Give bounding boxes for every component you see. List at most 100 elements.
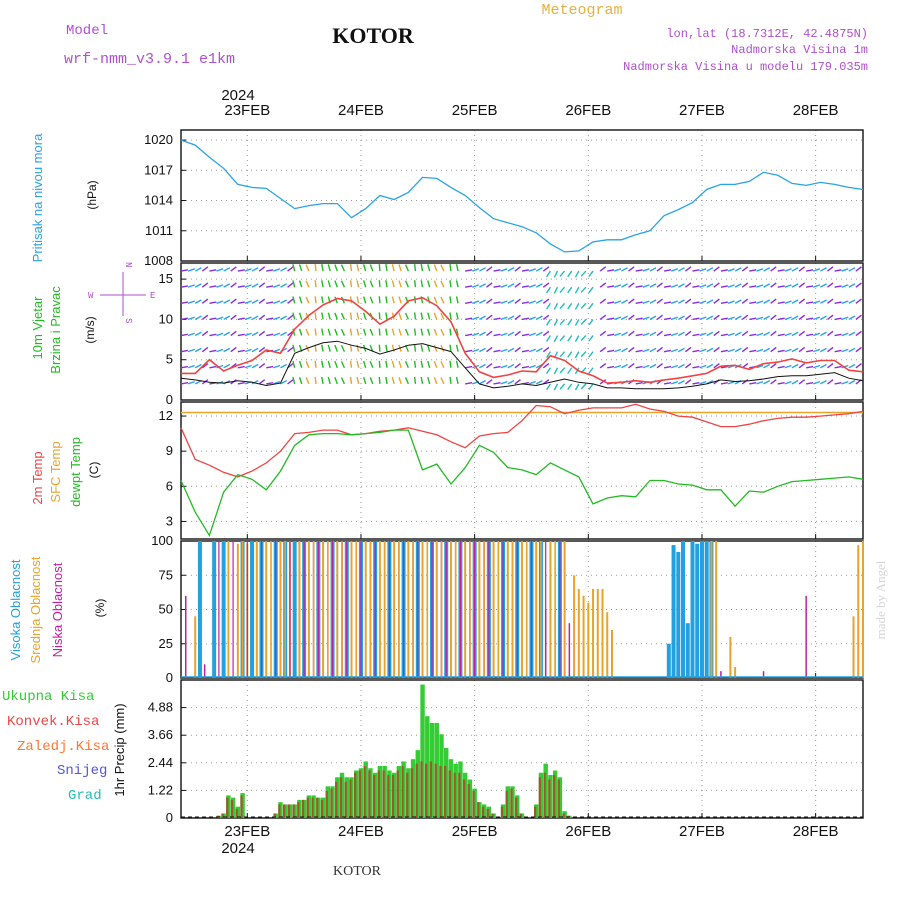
wind-arrow: [340, 344, 346, 352]
wind-arrow: [455, 280, 459, 288]
y-tick-label: 15: [159, 271, 173, 286]
precip-conv-bar: [515, 797, 518, 818]
precip-conv-bar: [472, 790, 475, 818]
wind-arrow: [327, 328, 331, 336]
wind-arrow: [614, 284, 622, 288]
wind-arrow: [349, 264, 353, 272]
cloud-bar: [275, 541, 277, 678]
wind-arrow: [427, 360, 431, 368]
wind-arrow: [244, 364, 252, 369]
wind-arrow: [588, 367, 594, 374]
cloud-bar: [184, 595, 187, 678]
wind-arrow: [607, 333, 615, 337]
temp-unit: (C): [87, 462, 101, 479]
y-tick-label: 50: [159, 602, 173, 617]
wind-arrow: [455, 296, 459, 304]
wind-arrow: [855, 266, 862, 272]
wind-arrow: [614, 316, 622, 321]
wind-arrow: [713, 298, 720, 304]
wind-arrow: [391, 328, 395, 336]
altitude: Nadmorska Visina 1m: [731, 43, 868, 57]
wind-arrow: [433, 312, 438, 320]
wind-arrow: [251, 347, 259, 353]
wind-arrow: [848, 331, 856, 337]
wind-arrow: [670, 300, 679, 304]
wind-arrow: [237, 381, 245, 385]
wind-arrow: [642, 316, 650, 321]
wind-arrow: [209, 301, 217, 304]
wind-arrow: [677, 315, 685, 321]
precip-conv-bar: [358, 770, 361, 818]
precip-conv-bar: [372, 775, 376, 818]
wind-arrow: [727, 316, 735, 321]
panel-border: [180, 679, 864, 819]
wind-arrow: [449, 328, 452, 336]
wind-arrow: [237, 365, 245, 369]
sfc-temp-label: SFC Temp: [48, 441, 63, 502]
wind-arrow: [420, 312, 424, 320]
legend-total-rain: Ukupna Kisa: [2, 689, 94, 705]
wind-arrow: [528, 332, 536, 337]
wind-arrow: [514, 298, 521, 304]
wind-arrow: [713, 330, 720, 337]
cloud-bar: [601, 588, 604, 678]
wind-arrow: [187, 268, 195, 272]
y-tick-label: 6: [166, 478, 173, 493]
wind-arrow: [356, 264, 360, 272]
wind-arrow: [607, 301, 615, 304]
wind-arrow: [404, 264, 409, 272]
wind-arrow: [187, 348, 195, 353]
cloud-bar: [676, 551, 681, 678]
precip-conv-bar: [444, 765, 447, 818]
precip-conv-bar: [221, 813, 224, 818]
legend-conv-rain: Konvek.Kisa: [7, 714, 99, 730]
wind-arrow: [385, 360, 388, 368]
panel-2: 3 6 9 12: [159, 401, 864, 540]
cloud-bar: [681, 541, 686, 678]
wind-arrow: [677, 347, 685, 353]
y-tick-label: 0: [166, 392, 173, 407]
wind-arrow: [684, 346, 692, 353]
wind-arrow: [734, 315, 742, 321]
wind-arrow: [784, 300, 792, 304]
wind-arrow: [398, 264, 402, 272]
wind-arrow: [692, 269, 700, 272]
cloud-bar: [497, 541, 500, 678]
wind-arrow: [841, 364, 849, 369]
wind-arrow: [827, 282, 834, 288]
wind-arrow: [521, 333, 530, 337]
wind-arrow: [720, 365, 728, 369]
panel-0: 1008 1011 1014 1017 1020: [144, 129, 864, 268]
cloud-bar: [270, 541, 272, 678]
wind-arrow: [216, 332, 224, 337]
wind-arrow: [580, 383, 587, 390]
wind-arrow: [500, 268, 508, 272]
cloud-bar: [704, 541, 709, 678]
wind-arrow: [706, 363, 714, 369]
wind-arrow: [756, 268, 764, 272]
wind-title-line2: Brzina i Pravac: [48, 286, 63, 374]
wind-arrow: [216, 348, 224, 353]
wind-arrow: [713, 282, 720, 288]
footer-location: KOTOR: [333, 864, 382, 879]
cloud-bar: [521, 541, 523, 678]
wind-arrow: [216, 316, 224, 321]
wind-arrow: [777, 317, 785, 321]
wind-arrow: [621, 315, 628, 321]
model-altitude: Nadmorska Visina u modelu 179.035m: [623, 60, 868, 74]
cloud-bar: [194, 616, 197, 678]
location-title: KOTOR: [332, 23, 415, 48]
wind-arrow: [187, 332, 195, 337]
wind-arrow: [777, 381, 785, 385]
wind-arrow: [813, 364, 821, 369]
wind-arrow: [180, 285, 189, 288]
wind-arrow: [621, 363, 628, 369]
wind-arrow: [834, 349, 842, 353]
wind-arrow: [385, 296, 388, 304]
wind-arrow: [420, 280, 424, 288]
cloud-bar: [535, 541, 538, 678]
wind-arrow: [521, 301, 530, 304]
wind-arrow: [791, 331, 799, 337]
wind-arrow: [649, 363, 657, 369]
wind-arrow: [230, 314, 237, 320]
